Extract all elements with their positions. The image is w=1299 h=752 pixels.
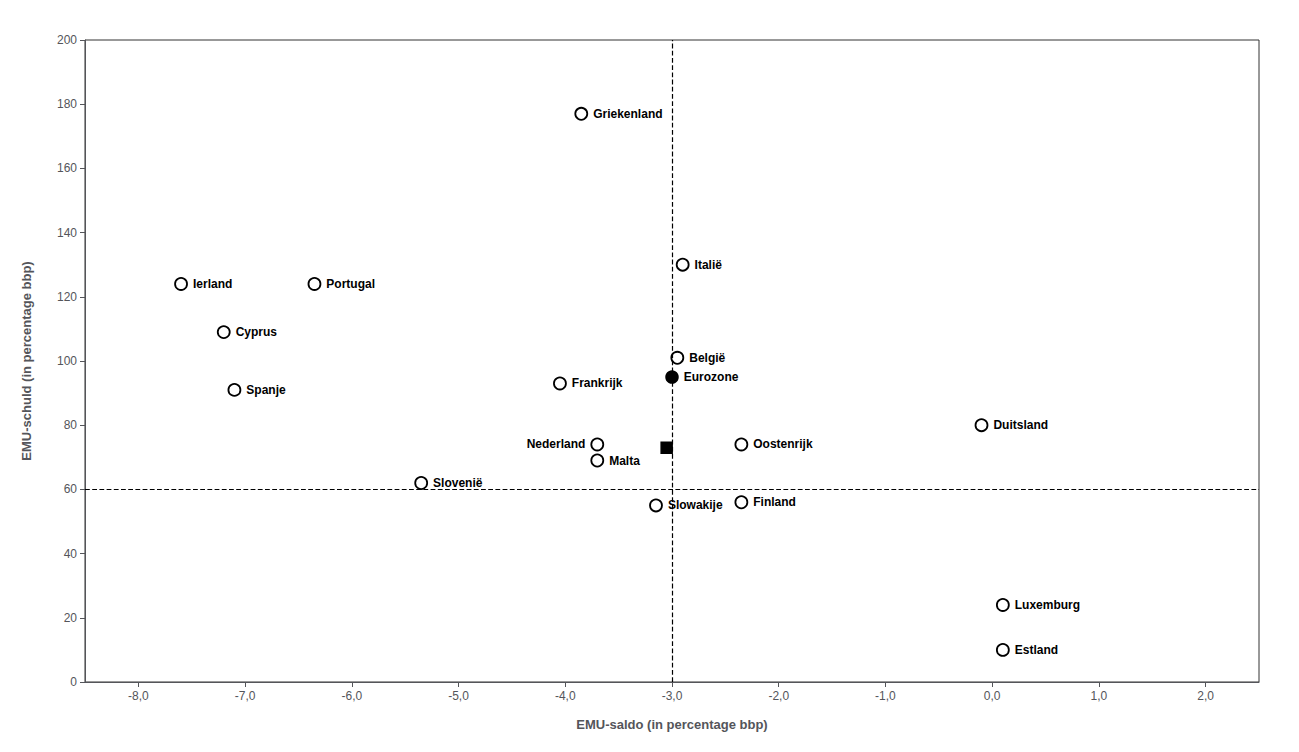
svg-text:80: 80 [64, 418, 78, 432]
svg-text:Ierland: Ierland [193, 277, 232, 291]
svg-text:-2,0: -2,0 [768, 689, 789, 703]
svg-text:België: België [689, 351, 725, 365]
svg-text:-3,0: -3,0 [662, 689, 683, 703]
svg-text:Griekenland: Griekenland [593, 107, 662, 121]
svg-text:Cyprus: Cyprus [236, 325, 278, 339]
svg-text:-7,0: -7,0 [235, 689, 256, 703]
svg-text:60: 60 [64, 482, 78, 496]
svg-text:Nederland: Nederland [527, 437, 586, 451]
svg-text:Oostenrijk: Oostenrijk [753, 437, 813, 451]
svg-text:0: 0 [70, 675, 77, 689]
svg-text:-1,0: -1,0 [875, 689, 896, 703]
svg-text:EMU-schuld (in percentage bbp): EMU-schuld (in percentage bbp) [19, 261, 34, 460]
svg-text:-8,0: -8,0 [128, 689, 149, 703]
svg-text:100: 100 [57, 354, 77, 368]
svg-text:-6,0: -6,0 [341, 689, 362, 703]
svg-text:Slowakije: Slowakije [668, 498, 723, 512]
svg-text:Estland: Estland [1015, 643, 1058, 657]
svg-text:Luxemburg: Luxemburg [1015, 598, 1080, 612]
svg-text:20: 20 [64, 611, 78, 625]
svg-text:Portugal: Portugal [326, 277, 375, 291]
svg-text:1,0: 1,0 [1091, 689, 1108, 703]
svg-text:0,0: 0,0 [984, 689, 1001, 703]
svg-text:140: 140 [57, 226, 77, 240]
svg-text:Spanje: Spanje [246, 383, 286, 397]
svg-text:Malta: Malta [609, 454, 640, 468]
svg-text:Finland: Finland [753, 495, 796, 509]
svg-text:Slovenië: Slovenië [433, 476, 483, 490]
svg-text:EMU-saldo (in percentage bbp): EMU-saldo (in percentage bbp) [576, 717, 767, 732]
svg-text:40: 40 [64, 547, 78, 561]
svg-text:Eurozone: Eurozone [684, 370, 739, 384]
svg-text:-5,0: -5,0 [448, 689, 469, 703]
svg-text:200: 200 [57, 33, 77, 47]
svg-text:-4,0: -4,0 [555, 689, 576, 703]
svg-text:2,0: 2,0 [1197, 689, 1214, 703]
svg-text:Frankrijk: Frankrijk [572, 376, 623, 390]
svg-text:180: 180 [57, 97, 77, 111]
svg-text:120: 120 [57, 290, 77, 304]
svg-text:Duitsland: Duitsland [993, 418, 1048, 432]
svg-text:160: 160 [57, 161, 77, 175]
svg-text:Italië: Italië [695, 258, 723, 272]
